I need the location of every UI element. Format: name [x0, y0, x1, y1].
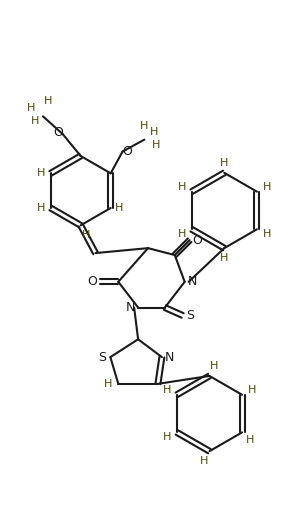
- Text: N: N: [125, 301, 135, 314]
- Text: H: H: [262, 229, 271, 239]
- Text: H: H: [37, 168, 45, 179]
- Text: H: H: [163, 432, 171, 442]
- Text: H: H: [150, 127, 158, 137]
- Text: H: H: [220, 253, 229, 263]
- Text: H: H: [262, 182, 271, 192]
- Text: H: H: [81, 230, 90, 240]
- Text: H: H: [220, 158, 229, 168]
- Text: S: S: [187, 309, 195, 322]
- Text: H: H: [27, 103, 35, 113]
- Text: N: N: [165, 351, 175, 364]
- Text: H: H: [140, 121, 148, 131]
- Text: H: H: [44, 97, 52, 106]
- Text: O: O: [53, 126, 63, 139]
- Text: H: H: [200, 456, 209, 466]
- Text: H: H: [163, 385, 171, 395]
- Text: H: H: [246, 435, 254, 445]
- Text: O: O: [123, 145, 133, 158]
- Text: H: H: [210, 361, 219, 371]
- Text: O: O: [193, 234, 202, 247]
- Text: H: H: [178, 229, 186, 239]
- Text: H: H: [178, 182, 186, 192]
- Text: S: S: [98, 351, 106, 364]
- Text: H: H: [31, 116, 39, 126]
- Text: O: O: [88, 275, 98, 288]
- Text: N: N: [188, 275, 197, 288]
- Text: H: H: [37, 203, 45, 213]
- Text: H: H: [248, 385, 256, 395]
- Text: H: H: [104, 379, 112, 389]
- Text: H: H: [152, 139, 160, 150]
- Text: H: H: [114, 203, 123, 213]
